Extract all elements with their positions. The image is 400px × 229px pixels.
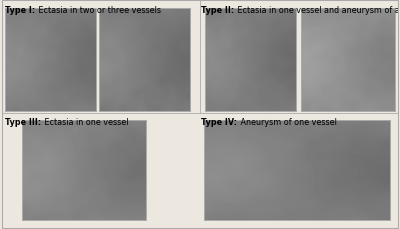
Text: Type III:: Type III: bbox=[5, 117, 41, 126]
Text: Ectasia in one vessel: Ectasia in one vessel bbox=[42, 117, 129, 126]
Text: Ectasia in two or three vessels: Ectasia in two or three vessels bbox=[36, 6, 161, 15]
Text: Ectasia in one vessel and aneurysm of another vessel: Ectasia in one vessel and aneurysm of an… bbox=[235, 6, 400, 15]
Text: Type I:: Type I: bbox=[5, 6, 35, 15]
Text: Type II:: Type II: bbox=[201, 6, 234, 15]
Text: Aneurysm of one vessel: Aneurysm of one vessel bbox=[238, 117, 337, 126]
Text: Type IV:: Type IV: bbox=[201, 117, 237, 126]
